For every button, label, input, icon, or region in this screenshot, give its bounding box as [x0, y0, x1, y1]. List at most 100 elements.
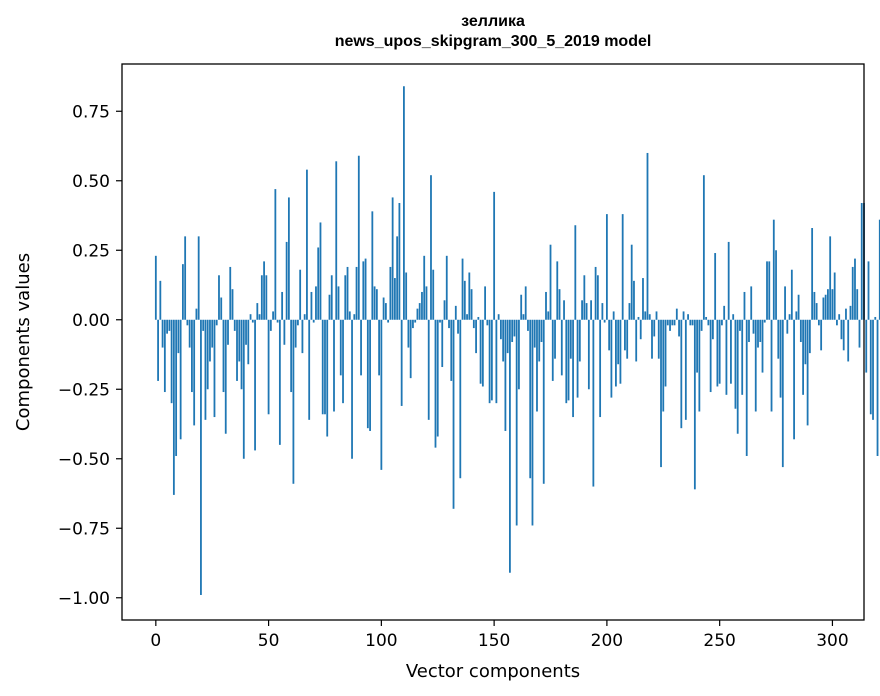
- bar: [578, 319, 581, 362]
- bar: [486, 319, 489, 326]
- bar: [538, 319, 541, 362]
- bar: [227, 319, 229, 345]
- bar: [872, 319, 874, 420]
- bar: [608, 319, 611, 351]
- bar: [698, 319, 701, 412]
- bar: [626, 319, 629, 359]
- bar: [845, 308, 847, 320]
- bar: [333, 319, 335, 412]
- bar: [743, 291, 746, 320]
- bar: [615, 319, 617, 387]
- bar: [781, 319, 784, 468]
- bar: [269, 319, 272, 331]
- bar: [195, 308, 198, 320]
- bar: [716, 319, 719, 387]
- bar: [646, 152, 649, 320]
- bar: [306, 169, 308, 320]
- bar: [278, 319, 281, 445]
- bar: [229, 266, 232, 320]
- bar: [272, 311, 274, 320]
- bar: [619, 319, 622, 384]
- bar: [596, 275, 599, 320]
- bar: [391, 197, 394, 320]
- bar: [707, 319, 710, 326]
- y-tick-label: 0.75: [72, 102, 110, 122]
- bar: [675, 308, 678, 320]
- bar: [319, 222, 322, 320]
- bar: [315, 286, 317, 320]
- bar: [421, 291, 423, 320]
- bar: [308, 319, 311, 420]
- y-tick-label: 0.25: [72, 241, 110, 261]
- bar: [497, 314, 500, 320]
- bar: [337, 286, 340, 320]
- bar: [709, 319, 712, 393]
- bar: [236, 319, 238, 381]
- bar: [524, 286, 527, 320]
- bar: [317, 247, 320, 320]
- chart-title-line: зеллика: [461, 13, 525, 30]
- bar: [477, 316, 480, 320]
- bar: [281, 291, 284, 320]
- bar: [242, 319, 245, 459]
- bar: [220, 297, 223, 320]
- bar: [238, 319, 241, 362]
- bar: [371, 211, 374, 320]
- bar: [400, 319, 403, 406]
- bar: [351, 319, 353, 459]
- bar: [299, 269, 302, 320]
- bar: [829, 236, 832, 320]
- bar: [283, 319, 286, 345]
- bar: [416, 308, 419, 320]
- bar: [240, 319, 243, 390]
- bar: [605, 214, 608, 320]
- bar: [249, 314, 252, 320]
- bar: [443, 300, 446, 320]
- bar: [355, 266, 358, 320]
- bar: [197, 236, 200, 320]
- bar: [689, 319, 692, 326]
- bar: [763, 319, 766, 323]
- bar: [748, 319, 750, 342]
- bar: [172, 319, 175, 495]
- bar: [648, 314, 651, 320]
- bar: [572, 319, 574, 418]
- bar: [439, 319, 441, 323]
- x-tick-label: 300: [816, 631, 848, 651]
- bar: [177, 319, 180, 354]
- bar: [342, 319, 344, 404]
- bar: [348, 311, 351, 320]
- bar: [804, 319, 807, 365]
- bar: [878, 219, 880, 320]
- bar: [362, 261, 365, 320]
- bar: [511, 319, 514, 342]
- bar: [808, 319, 811, 354]
- bar: [642, 278, 644, 320]
- bar: [786, 319, 789, 334]
- bar: [193, 319, 196, 426]
- bar: [430, 175, 432, 320]
- bar: [330, 275, 333, 320]
- bar: [389, 266, 392, 320]
- bar: [633, 280, 635, 320]
- bar: [644, 311, 647, 320]
- bar: [711, 319, 714, 340]
- bar: [617, 319, 620, 365]
- bar: [592, 319, 595, 487]
- bar: [209, 319, 211, 362]
- bar: [628, 303, 631, 320]
- bar: [797, 294, 800, 320]
- bar: [231, 289, 234, 320]
- x-axis-label: Vector components: [406, 661, 580, 682]
- bar: [184, 236, 187, 320]
- bar: [520, 294, 523, 320]
- x-tick-label: 50: [258, 631, 280, 651]
- bar: [576, 319, 579, 398]
- bar: [527, 319, 529, 331]
- bar: [247, 319, 250, 365]
- bar: [867, 261, 870, 320]
- bar: [292, 319, 295, 484]
- bar: [466, 314, 468, 320]
- bar: [324, 319, 326, 415]
